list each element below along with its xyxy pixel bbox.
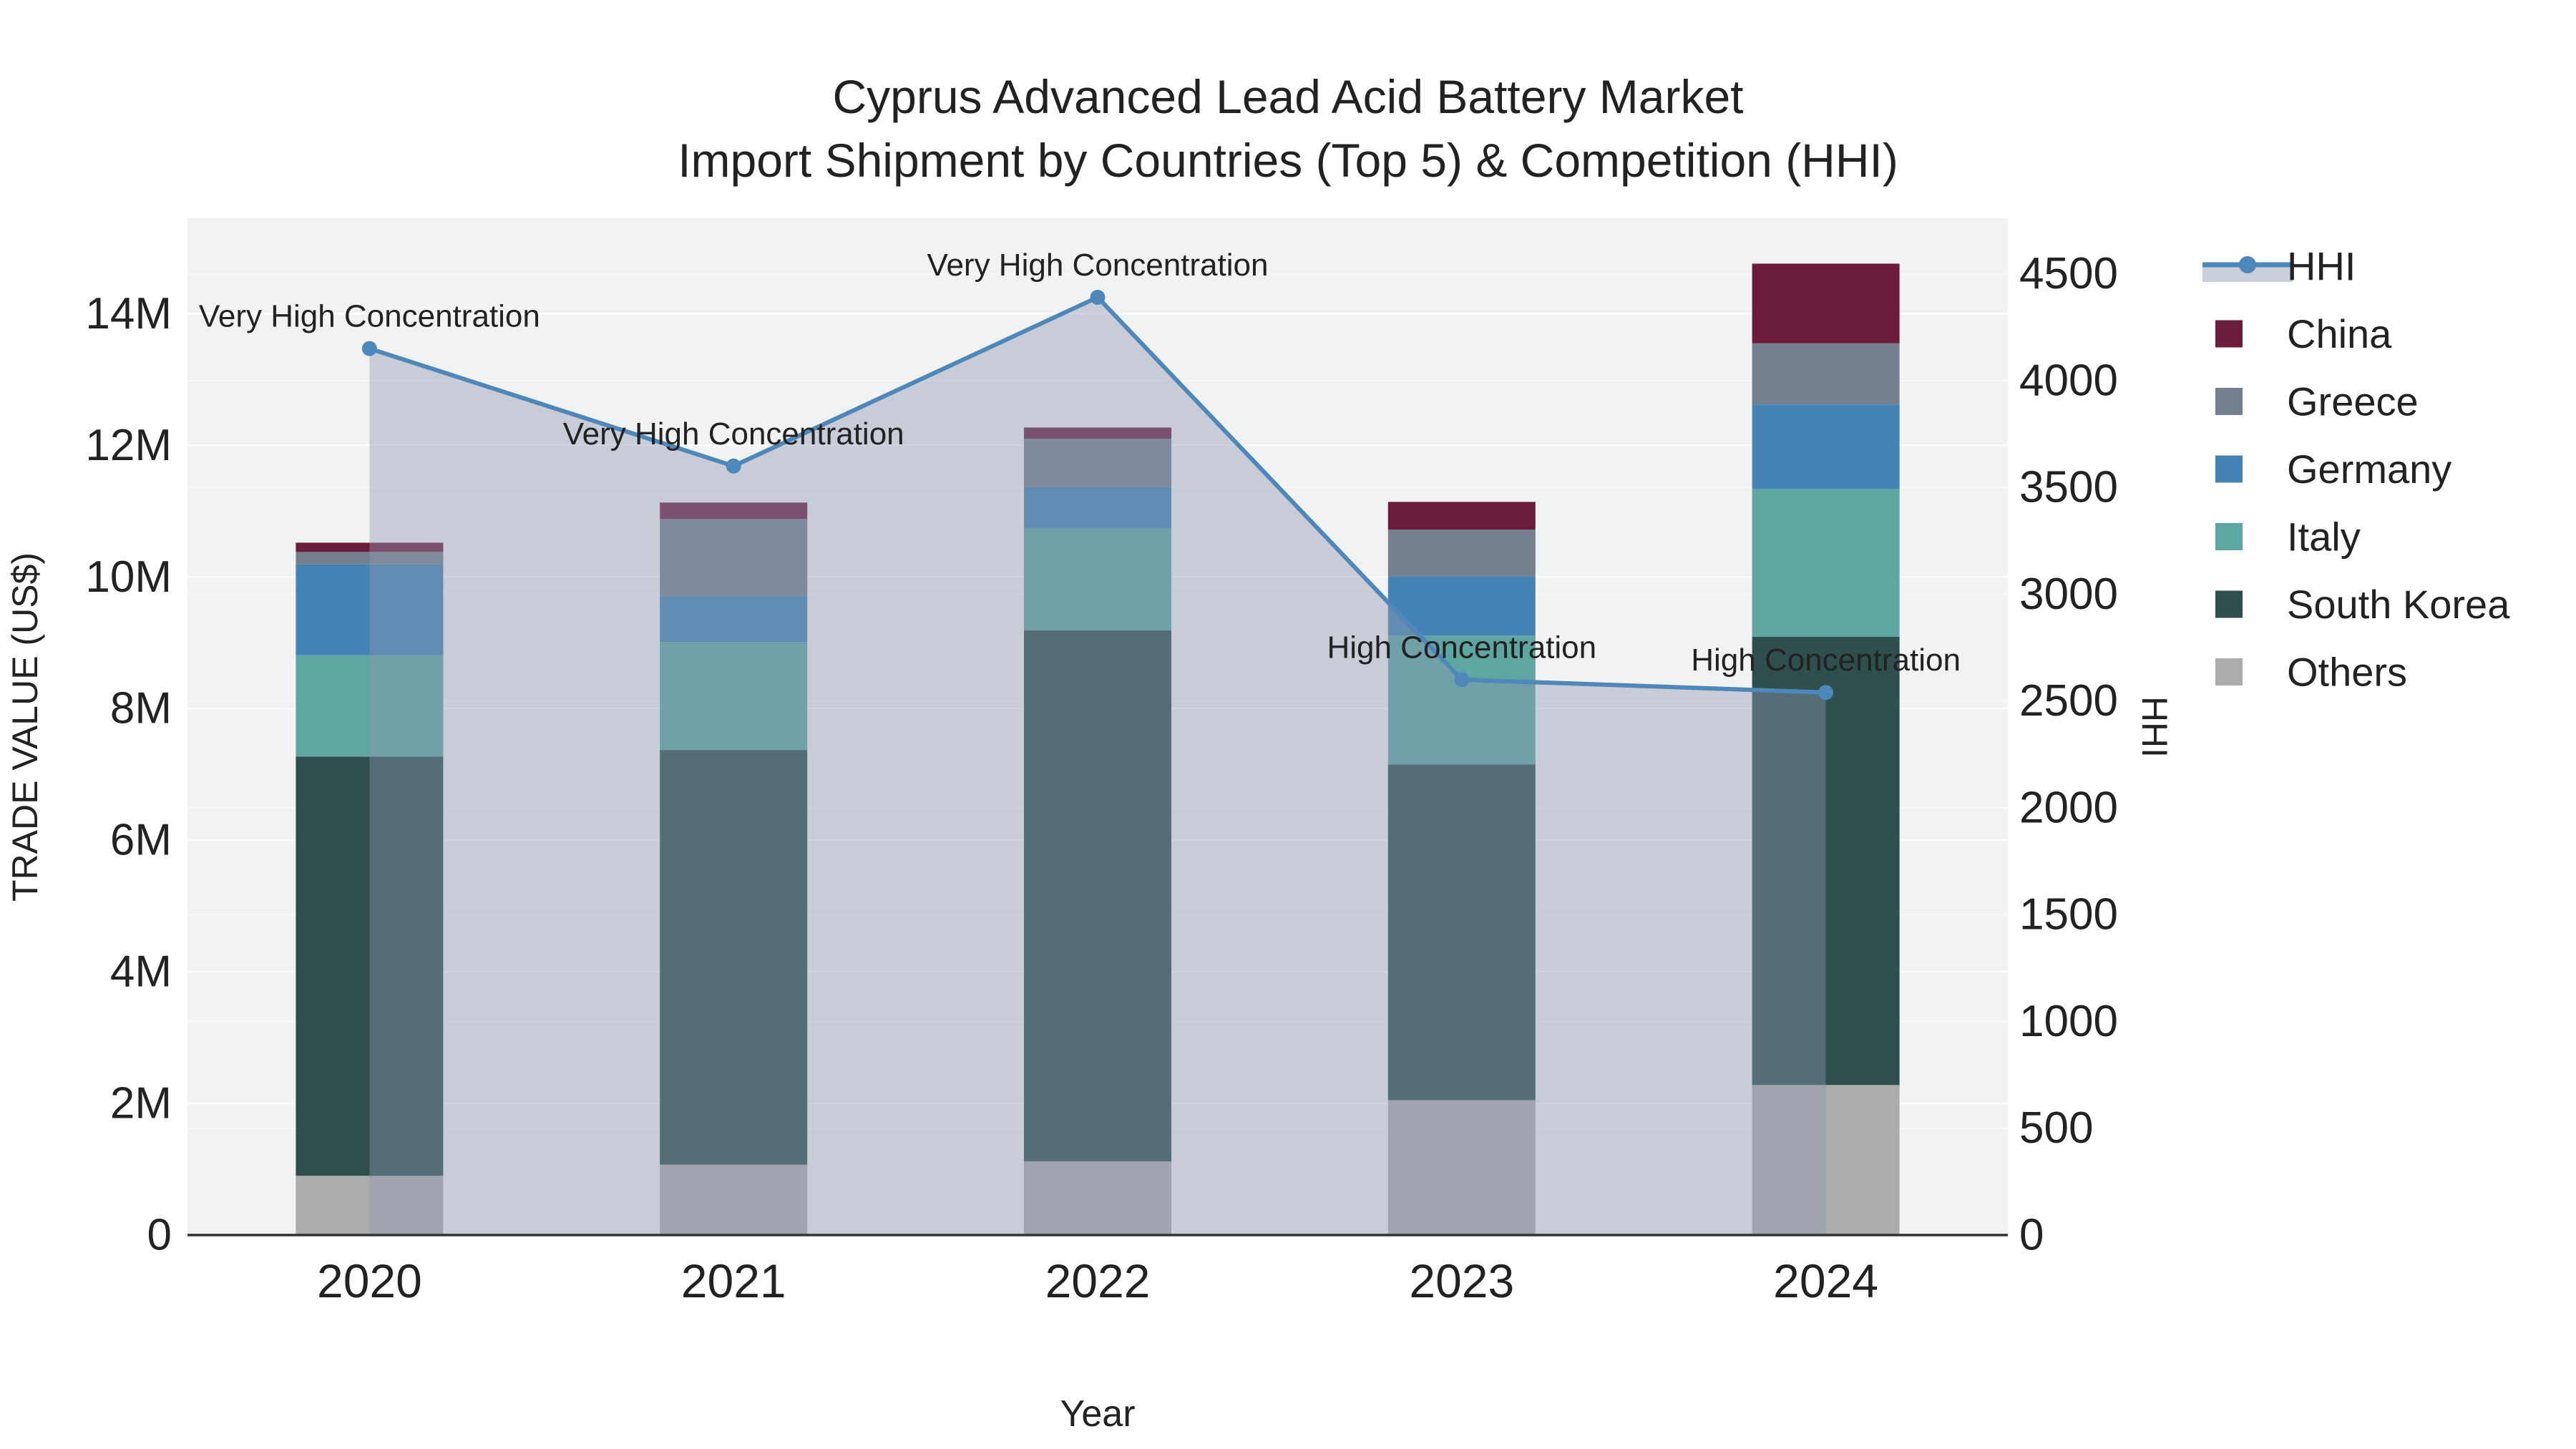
y-left-tick-8M: 8M xyxy=(110,684,172,733)
bar-segment-2024-germany[interactable] xyxy=(1752,404,1900,489)
x-axis-title: Year xyxy=(1060,1393,1135,1435)
legend-item-greece[interactable]: Greece xyxy=(2215,379,2419,424)
y-left-tick-6M: 6M xyxy=(110,816,172,865)
legend-label-italy: Italy xyxy=(2287,514,2361,560)
bar-segment-2021-south-korea[interactable] xyxy=(660,750,808,1165)
legend-label-others: Others xyxy=(2287,650,2407,695)
legend-item-hhi[interactable]: HHI xyxy=(2202,244,2356,289)
y-right-tick-2000: 2000 xyxy=(2019,783,2118,832)
axes-layer: 0 2M 4M 6M 8M 10M 12M 14M 0 500 1000 1500 2000 2500 30… xyxy=(85,249,2118,1307)
bar-segment-2024-italy[interactable] xyxy=(1752,489,1900,637)
hhi-area-fill xyxy=(369,297,1826,1236)
x-tick-2020: 2020 xyxy=(317,1254,422,1307)
bar-segment-2024-greece[interactable] xyxy=(1752,343,1900,405)
x-tick-2021: 2021 xyxy=(681,1254,786,1307)
bar-segment-2022-italy[interactable] xyxy=(1024,528,1171,630)
legend-item-others[interactable]: Others xyxy=(2215,650,2407,695)
bar-segment-2022-south-korea[interactable] xyxy=(1024,630,1171,1161)
legend-swatch-others xyxy=(2215,658,2243,686)
legend-label-south-korea: South Korea xyxy=(2287,582,2510,627)
y-right-tick-4000: 4000 xyxy=(2019,356,2118,405)
legend-label-greece: Greece xyxy=(2287,379,2419,424)
legend-swatch-china xyxy=(2215,320,2243,348)
y-left-tick-0: 0 xyxy=(147,1211,172,1260)
bar-segment-2023-south-korea[interactable] xyxy=(1387,764,1536,1101)
annotation-2021: Very High Concentration xyxy=(563,416,904,452)
hhi-point-2020[interactable] xyxy=(361,341,377,356)
legend-hhi-marker-sample xyxy=(2239,256,2256,273)
bar-segment-2022-china[interactable] xyxy=(1024,427,1171,439)
hhi-point-2023[interactable] xyxy=(1454,672,1470,688)
bar-segment-2024-others[interactable] xyxy=(1752,1085,1900,1235)
y-right-tick-2500: 2500 xyxy=(2019,676,2118,726)
bar-segment-2022-germany[interactable] xyxy=(1024,487,1171,529)
legend-swatch-south-korea xyxy=(2215,590,2243,618)
y-right-tick-3000: 3000 xyxy=(2019,570,2118,619)
annotations-layer: Very High Concentration Very High Concent… xyxy=(199,248,1961,678)
legend: HHI China Greece Germany Italy South Korea Oth… xyxy=(2202,244,2510,695)
y-right-tick-0: 0 xyxy=(2019,1211,2044,1260)
y-left-tick-4M: 4M xyxy=(110,947,172,997)
y-right-tick-500: 500 xyxy=(2019,1103,2093,1153)
bar-segment-2022-others[interactable] xyxy=(1024,1161,1171,1235)
bar-segment-2020-italy[interactable] xyxy=(296,655,444,757)
hhi-point-2024[interactable] xyxy=(1818,685,1834,701)
bar-segment-2023-greece[interactable] xyxy=(1387,530,1536,577)
y-left-tick-10M: 10M xyxy=(85,552,172,602)
bar-segment-2023-china[interactable] xyxy=(1387,502,1536,530)
bar-segment-2020-south-korea[interactable] xyxy=(296,756,444,1176)
annotation-2023: High Concentration xyxy=(1327,630,1596,665)
y-right-tick-4500: 4500 xyxy=(2019,249,2118,298)
hhi-line-layer xyxy=(361,289,1834,1236)
bar-segment-2024-south-korea[interactable] xyxy=(1752,636,1900,1085)
bar-segment-2023-others[interactable] xyxy=(1387,1100,1536,1235)
bar-segment-2020-others[interactable] xyxy=(296,1176,444,1235)
bar-segment-2021-germany[interactable] xyxy=(660,595,808,643)
annotation-2024: High Concentration xyxy=(1691,643,1961,678)
annotation-2020: Very High Concentration xyxy=(199,299,540,334)
legend-label-germany: Germany xyxy=(2287,447,2451,492)
x-tick-2023: 2023 xyxy=(1409,1254,1514,1307)
bar-segment-2021-greece[interactable] xyxy=(660,519,808,596)
y-right-tick-3500: 3500 xyxy=(2019,463,2118,512)
bar-segment-2021-china[interactable] xyxy=(660,502,808,519)
bar-segment-2022-greece[interactable] xyxy=(1024,439,1171,487)
y-left-axis-title: TRADE VALUE (US$) xyxy=(5,552,45,902)
y-right-tick-1500: 1500 xyxy=(2019,890,2118,940)
bar-segment-2020-china[interactable] xyxy=(296,542,444,552)
y-left-tick-14M: 14M xyxy=(85,289,172,338)
legend-item-italy[interactable]: Italy xyxy=(2215,514,2361,560)
x-tick-2024: 2024 xyxy=(1773,1254,1878,1307)
legend-swatch-italy xyxy=(2215,523,2243,550)
legend-swatch-greece xyxy=(2215,388,2243,415)
legend-label-china: China xyxy=(2287,311,2392,356)
bar-segment-2020-greece[interactable] xyxy=(296,552,444,565)
annotation-2022: Very High Concentration xyxy=(927,248,1269,283)
y-left-tick-12M: 12M xyxy=(85,421,172,470)
bar-segment-2023-italy[interactable] xyxy=(1387,635,1536,765)
bar-segment-2021-italy[interactable] xyxy=(660,642,808,751)
y-left-tick-2M: 2M xyxy=(110,1079,172,1128)
hhi-point-2021[interactable] xyxy=(726,458,741,474)
bar-segment-2020-germany[interactable] xyxy=(296,564,444,655)
legend-item-germany[interactable]: Germany xyxy=(2215,447,2451,492)
bars-layer xyxy=(296,263,1900,1235)
y-right-tick-1000: 1000 xyxy=(2019,997,2118,1046)
legend-item-south-korea[interactable]: South Korea xyxy=(2215,582,2510,627)
chart-title-line1: Cyprus Advanced Lead Acid Battery Market xyxy=(832,70,1743,123)
bar-segment-2024-china[interactable] xyxy=(1752,263,1900,343)
y-right-axis-title: HHI xyxy=(2135,696,2175,758)
chart-title-line2: Import Shipment by Countries (Top 5) & C… xyxy=(678,134,1898,187)
x-tick-2022: 2022 xyxy=(1045,1254,1151,1307)
legend-label-hhi: HHI xyxy=(2287,244,2356,289)
legend-item-china[interactable]: China xyxy=(2215,311,2392,356)
hhi-point-2022[interactable] xyxy=(1090,289,1106,305)
legend-swatch-germany xyxy=(2215,455,2243,483)
bar-segment-2021-others[interactable] xyxy=(660,1164,808,1235)
